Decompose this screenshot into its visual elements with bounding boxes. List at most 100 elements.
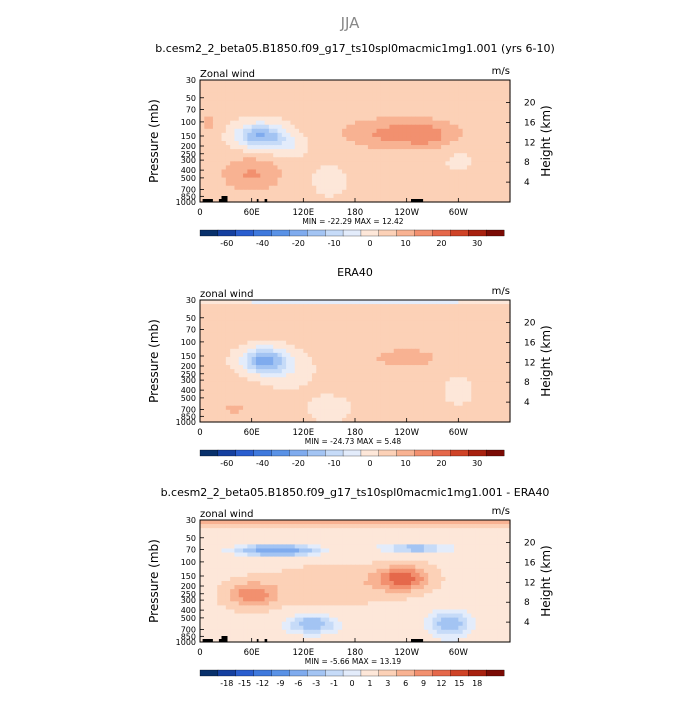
heatmap-cell bbox=[278, 324, 283, 329]
heatmap-cell bbox=[230, 174, 235, 179]
heatmap-cell bbox=[256, 406, 261, 411]
heatmap-cell bbox=[312, 385, 317, 390]
heatmap-cell bbox=[256, 161, 261, 166]
heatmap-cell bbox=[333, 316, 338, 321]
heatmap-cell bbox=[252, 324, 257, 329]
y-tick-label: 30 bbox=[186, 296, 196, 305]
colorbar-swatch bbox=[468, 230, 486, 236]
heatmap-cell bbox=[278, 96, 283, 101]
heatmap-cell bbox=[243, 324, 248, 329]
heatmap-cell bbox=[476, 145, 481, 150]
heatmap-cell bbox=[377, 141, 382, 146]
heatmap-cell bbox=[385, 349, 390, 354]
heatmap-cell bbox=[364, 398, 369, 403]
heatmap-cell bbox=[454, 349, 459, 354]
heatmap-cell bbox=[303, 137, 308, 142]
heatmap-cell bbox=[381, 308, 386, 313]
heatmap-cell bbox=[252, 80, 257, 85]
heatmap-cell bbox=[463, 104, 468, 109]
heatmap-cell bbox=[441, 169, 446, 174]
heatmap-cell bbox=[226, 88, 231, 93]
heatmap-cell bbox=[217, 316, 222, 321]
heatmap-cell bbox=[230, 532, 235, 537]
heatmap-cell bbox=[234, 544, 239, 549]
heatmap-cell bbox=[247, 398, 252, 403]
heatmap-cell bbox=[243, 394, 248, 399]
heatmap-cell bbox=[463, 544, 468, 549]
heatmap-cell bbox=[282, 361, 287, 366]
heatmap-cell bbox=[441, 141, 446, 146]
heatmap-cell bbox=[230, 182, 235, 187]
heatmap-cell bbox=[424, 153, 429, 158]
heatmap-cell bbox=[467, 190, 472, 195]
heatmap-cell bbox=[325, 80, 330, 85]
heatmap-cell bbox=[265, 145, 270, 150]
heatmap-cell bbox=[364, 402, 369, 407]
heatmap-cell bbox=[256, 304, 261, 309]
heatmap-cell bbox=[312, 84, 317, 89]
heatmap-cell bbox=[351, 165, 356, 170]
heatmap-cell bbox=[389, 174, 394, 179]
heatmap-cell bbox=[359, 96, 364, 101]
heatmap-cell bbox=[226, 369, 231, 374]
heatmap-cell bbox=[308, 96, 313, 101]
heatmap-cell bbox=[230, 308, 235, 313]
heatmap-cell bbox=[338, 165, 343, 170]
heatmap-cell bbox=[282, 194, 287, 199]
heatmap-cell bbox=[441, 80, 446, 85]
heatmap-cell bbox=[239, 341, 244, 346]
heatmap-cell bbox=[381, 381, 386, 386]
heatmap-cell bbox=[265, 157, 270, 162]
heatmap-cell bbox=[217, 361, 222, 366]
heatmap-cell bbox=[420, 304, 425, 309]
heatmap-cell bbox=[355, 349, 360, 354]
heatmap-cell bbox=[247, 104, 252, 109]
heatmap-cell bbox=[230, 361, 235, 366]
heatmap-cell bbox=[450, 190, 455, 195]
heatmap-cell bbox=[493, 137, 498, 142]
heatmap-cell bbox=[282, 141, 287, 146]
heatmap-cell bbox=[329, 345, 334, 350]
colorbar-swatch bbox=[379, 230, 397, 236]
heatmap-cell bbox=[484, 312, 489, 317]
heatmap-cell bbox=[398, 349, 403, 354]
heatmap-cell bbox=[428, 121, 433, 126]
heatmap-cell bbox=[299, 353, 304, 358]
heatmap-cell bbox=[303, 96, 308, 101]
heatmap-cell bbox=[377, 121, 382, 126]
heatmap-cell bbox=[445, 133, 450, 138]
heatmap-cell bbox=[385, 308, 390, 313]
heatmap-cell bbox=[295, 528, 300, 533]
heatmap-cell bbox=[377, 174, 382, 179]
heatmap-cell bbox=[222, 361, 227, 366]
heatmap-cell bbox=[415, 153, 420, 158]
heatmap-cell bbox=[398, 137, 403, 142]
heatmap-cell bbox=[424, 377, 429, 382]
heatmap-cell bbox=[226, 100, 231, 105]
heatmap-cell bbox=[501, 92, 506, 97]
heatmap-cell bbox=[329, 92, 334, 97]
heatmap-cell bbox=[217, 174, 222, 179]
heatmap-cell bbox=[243, 337, 248, 342]
heatmap-cell bbox=[217, 544, 222, 549]
heatmap-cell bbox=[342, 324, 347, 329]
heatmap-cell bbox=[368, 532, 373, 537]
heatmap-cell bbox=[295, 169, 300, 174]
heatmap-cell bbox=[346, 369, 351, 374]
heatmap-cell bbox=[441, 349, 446, 354]
heatmap-cell bbox=[329, 104, 334, 109]
heatmap-cell bbox=[428, 174, 433, 179]
heatmap-cell bbox=[415, 410, 420, 415]
heatmap-cell bbox=[333, 169, 338, 174]
heatmap-cell bbox=[321, 153, 326, 158]
heatmap-cell bbox=[424, 92, 429, 97]
heatmap-cell bbox=[278, 121, 283, 126]
heatmap-cell bbox=[333, 524, 338, 529]
heatmap-cell bbox=[355, 117, 360, 122]
heatmap-cell bbox=[377, 410, 382, 415]
heatmap-cell bbox=[389, 524, 394, 529]
heatmap-cell bbox=[372, 182, 377, 187]
heatmap-cell bbox=[428, 308, 433, 313]
heatmap-cell bbox=[338, 320, 343, 325]
heatmap-cell bbox=[450, 165, 455, 170]
